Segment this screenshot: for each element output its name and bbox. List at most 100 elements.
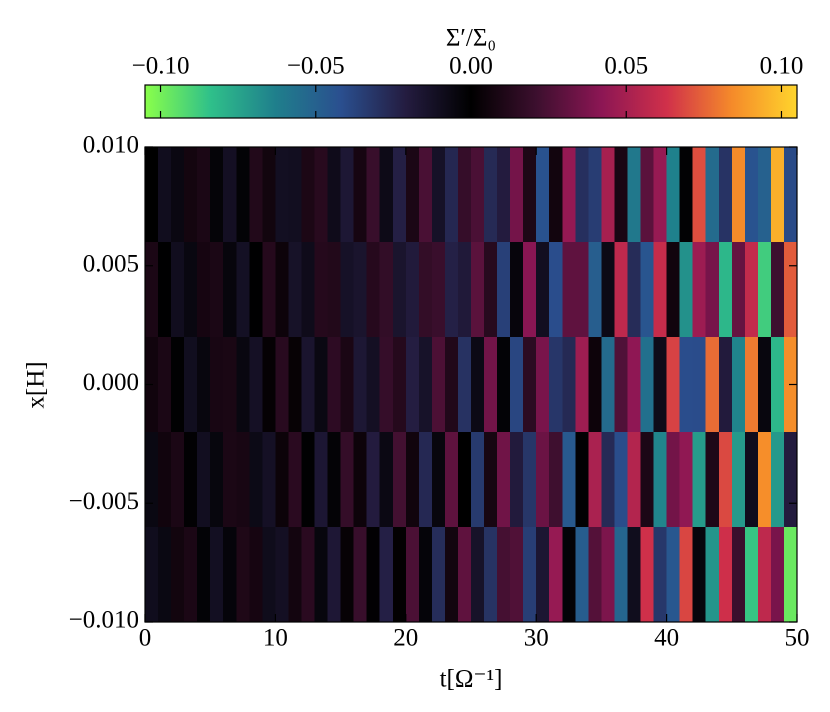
heatmap-cell: [497, 147, 511, 243]
heatmap-cell: [171, 147, 185, 243]
heatmap-cell: [145, 527, 159, 623]
heatmap-cell: [301, 337, 316, 433]
heatmap-cell: [366, 242, 381, 338]
heatmap-cell: [718, 242, 733, 338]
heatmap-cell: [223, 527, 237, 623]
heatmap-cell: [392, 337, 407, 433]
heatmap-cell: [692, 337, 707, 433]
heatmap-cell: [627, 527, 642, 623]
heatmap-cell: [353, 432, 368, 528]
heatmap-cell: [301, 147, 316, 243]
x-axis-label: t[Ω⁻¹]: [440, 666, 503, 693]
heatmap-cell: [366, 527, 381, 623]
heatmap-cell: [457, 147, 472, 243]
heatmap-cell: [275, 147, 289, 243]
heatmap-cell: [627, 432, 642, 528]
heatmap-cell: [744, 147, 759, 243]
heatmap-cell: [431, 432, 446, 528]
heatmap-cell: [523, 242, 537, 338]
heatmap-cell: [536, 432, 550, 528]
heatmap-cell: [523, 147, 537, 243]
heatmap-cell: [783, 432, 798, 528]
heatmap-cell: [379, 147, 394, 243]
heatmap-cell: [431, 147, 446, 243]
heatmap-cell: [575, 527, 589, 623]
heatmap-cell: [731, 527, 746, 623]
heatmap-cell: [158, 432, 172, 528]
heatmap-cell: [262, 432, 276, 528]
heatmap-cell: [588, 527, 602, 623]
heatmap-cell: [314, 527, 329, 623]
heatmap-cell: [392, 432, 407, 528]
heatmap-cell: [392, 527, 407, 623]
heatmap-cell: [288, 147, 302, 243]
heatmap-cell: [523, 432, 537, 528]
heatmap-cell: [640, 432, 655, 528]
heatmap-cell: [679, 337, 694, 433]
heatmap-cell: [705, 242, 720, 338]
heatmap-cell: [275, 242, 289, 338]
heatmap-cell: [444, 432, 459, 528]
heatmap-cell: [184, 527, 198, 623]
heatmap-cell: [249, 147, 263, 243]
heatmap-cell: [705, 432, 720, 528]
heatmap-cell: [197, 147, 211, 243]
heatmap-cell: [145, 432, 159, 528]
x-tick-label: 20: [393, 625, 418, 652]
heatmap-cell: [770, 432, 785, 528]
heatmap-cell: [523, 527, 537, 623]
heatmap-cell: [757, 147, 772, 243]
y-tick-label: −0.005: [69, 488, 139, 515]
heatmap-cell: [510, 147, 524, 243]
heatmap-cell: [405, 432, 420, 528]
heatmap-cell: [262, 527, 276, 623]
heatmap-cell: [510, 432, 524, 528]
x-tick-label: 30: [524, 625, 549, 652]
heatmap-cell: [536, 527, 550, 623]
heatmap-cell: [210, 242, 224, 338]
heatmap-cell: [679, 432, 694, 528]
heatmap-cell: [770, 242, 785, 338]
heatmap-cell: [457, 337, 472, 433]
heatmap-cell: [757, 242, 772, 338]
heatmap-cell: [288, 337, 302, 433]
heatmap-cell: [379, 337, 394, 433]
heatmap-cell: [575, 147, 589, 243]
heatmap-cell: [783, 527, 798, 623]
heatmap-cell: [392, 242, 407, 338]
heatmap-cell: [236, 527, 250, 623]
heatmap-cell: [692, 242, 707, 338]
heatmap-cell: [184, 432, 198, 528]
heatmap-cell: [405, 527, 420, 623]
heatmap-cell: [314, 432, 329, 528]
heatmap-cell: [353, 527, 368, 623]
colorbar-tick-label: 0.05: [604, 53, 648, 80]
heatmap-cell: [249, 242, 263, 338]
heatmap-cell: [549, 337, 563, 433]
heatmap-cell: [171, 242, 185, 338]
heatmap-cell: [653, 432, 668, 528]
heatmap-cell: [262, 147, 276, 243]
heatmap-cell: [327, 527, 342, 623]
heatmap-cell: [471, 242, 485, 338]
heatmap-cell: [575, 242, 589, 338]
heatmap-cell: [588, 337, 602, 433]
heatmap-cell: [340, 527, 355, 623]
heatmap-cell: [197, 527, 211, 623]
heatmap-cell: [418, 337, 433, 433]
heatmap-cell: [731, 242, 746, 338]
heatmap-cell: [627, 337, 642, 433]
heatmap-cell: [431, 527, 446, 623]
heatmap-cell: [171, 432, 185, 528]
heatmap-cell: [314, 147, 329, 243]
heatmap-cell: [379, 432, 394, 528]
heatmap-cell: [666, 337, 681, 433]
heatmap-cell: [158, 527, 172, 623]
heatmap-cell: [718, 432, 733, 528]
heatmap-cell: [471, 432, 485, 528]
heatmap-cell: [262, 337, 276, 433]
heatmap-cell: [353, 337, 368, 433]
heatmap-cell: [705, 147, 720, 243]
